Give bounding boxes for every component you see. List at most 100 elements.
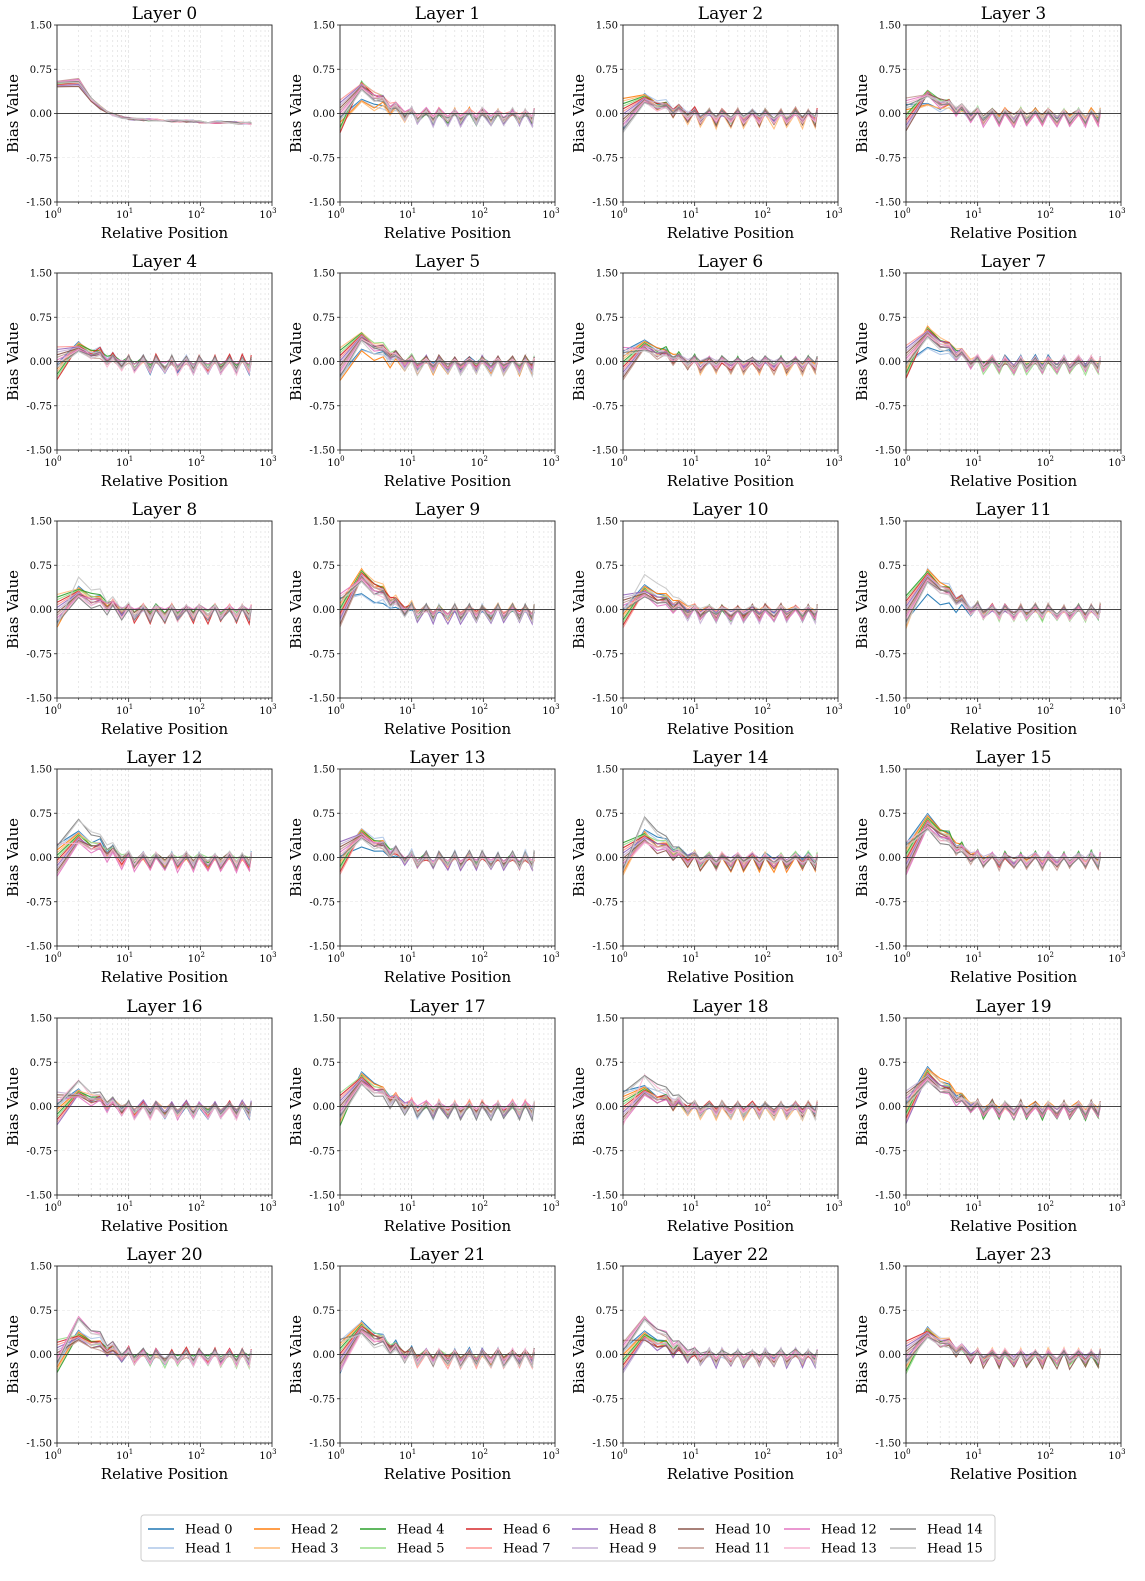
series-line-head-11 — [339, 835, 535, 869]
x-tick-label: 103 — [542, 207, 559, 221]
y-tick-label: 1.50 — [596, 1014, 618, 1025]
panel-title: Layer 15 — [975, 748, 1051, 768]
series-line-head-15 — [339, 1333, 535, 1369]
y-tick-label: 0.75 — [30, 1058, 52, 1069]
x-tick-label: 103 — [825, 951, 842, 965]
y-tick-label: -1.50 — [875, 1191, 901, 1202]
y-tick-label: 1.50 — [30, 21, 52, 32]
series-line-head-15 — [339, 340, 535, 380]
series-line-head-14 — [622, 815, 818, 870]
x-tick-label: 102 — [1037, 455, 1054, 469]
y-axis-label: Bias Value — [570, 74, 588, 153]
y-tick-label: 0.00 — [313, 357, 335, 368]
y-axis-label: Bias Value — [570, 818, 588, 897]
y-tick-label: 1.50 — [879, 1262, 901, 1273]
panel-title: Layer 9 — [415, 500, 480, 520]
legend-label-head-3: Head 3 — [291, 1542, 339, 1557]
y-tick-label: 0.75 — [879, 1306, 901, 1317]
legend-label-head-2: Head 2 — [291, 1523, 339, 1538]
y-tick-label: -1.50 — [309, 942, 335, 953]
x-tick-label: 101 — [965, 207, 982, 221]
y-tick-label: 0.00 — [313, 1102, 335, 1113]
legend-label-head-7: Head 7 — [503, 1542, 551, 1557]
y-tick-label: 1.50 — [313, 517, 335, 528]
y-tick-label: 1.50 — [879, 21, 901, 32]
legend-label-head-9: Head 9 — [609, 1542, 657, 1557]
x-axis-label: Relative Position — [667, 1465, 795, 1483]
x-tick-label: 101 — [116, 1200, 133, 1214]
x-tick-label: 101 — [399, 455, 416, 469]
y-tick-label: 1.50 — [313, 765, 335, 776]
y-tick-label: 0.00 — [313, 109, 335, 120]
panel-title: Layer 17 — [409, 997, 485, 1017]
x-tick-label: 102 — [188, 951, 205, 965]
x-tick-label: 101 — [399, 703, 416, 717]
legend-label-head-13: Head 13 — [821, 1542, 877, 1557]
x-tick-label: 101 — [682, 703, 699, 717]
y-axis-label: Bias Value — [287, 1067, 305, 1146]
x-tick-label: 103 — [825, 455, 842, 469]
y-tick-label: 0.75 — [596, 1306, 618, 1317]
x-axis-label: Relative Position — [950, 224, 1078, 242]
x-tick-label: 100 — [327, 455, 344, 469]
x-axis-label: Relative Position — [384, 720, 512, 738]
y-axis-label: Bias Value — [287, 818, 305, 897]
y-tick-label: -1.50 — [592, 446, 618, 457]
legend-label-head-4: Head 4 — [397, 1523, 445, 1538]
y-tick-label: 1.50 — [879, 517, 901, 528]
x-tick-label: 102 — [754, 455, 771, 469]
y-tick-label: 0.75 — [313, 65, 335, 76]
series-line-head-10 — [339, 336, 535, 370]
series-line-head-15 — [905, 336, 1101, 373]
y-axis-label: Bias Value — [853, 818, 871, 897]
x-tick-label: 101 — [965, 703, 982, 717]
y-tick-label: -0.75 — [309, 1394, 335, 1405]
x-tick-label: 103 — [259, 1200, 276, 1214]
y-axis-label: Bias Value — [4, 1315, 22, 1394]
series-line-head-13 — [905, 94, 1101, 124]
y-axis-label: Bias Value — [287, 1315, 305, 1394]
x-axis-label: Relative Position — [101, 968, 229, 986]
panel-title: Layer 12 — [126, 748, 202, 768]
y-tick-label: 0.75 — [879, 809, 901, 820]
series-line-head-15 — [56, 1080, 252, 1118]
x-tick-label: 102 — [754, 207, 771, 221]
y-tick-label: -0.75 — [875, 1394, 901, 1405]
legend-label-head-15: Head 15 — [927, 1542, 983, 1557]
series-line-head-14 — [622, 1318, 818, 1358]
series-line-head-14 — [56, 596, 252, 624]
x-tick-label: 100 — [610, 207, 627, 221]
panel-title: Layer 23 — [975, 1245, 1051, 1265]
x-tick-label: 103 — [1108, 703, 1125, 717]
panel-title: Layer 19 — [975, 997, 1051, 1017]
y-axis-label: Bias Value — [4, 818, 22, 897]
y-tick-label: 1.50 — [30, 765, 52, 776]
y-axis-label: Bias Value — [4, 322, 22, 401]
y-tick-label: 1.50 — [30, 1014, 52, 1025]
y-tick-label: 0.75 — [313, 1306, 335, 1317]
y-tick-label: -1.50 — [26, 446, 52, 457]
y-tick-label: 0.00 — [596, 605, 618, 616]
x-axis-label: Relative Position — [384, 1217, 512, 1235]
y-tick-label: -1.50 — [875, 198, 901, 209]
y-tick-label: -0.75 — [592, 153, 618, 164]
series-line-head-13 — [56, 1079, 252, 1122]
x-tick-label: 100 — [610, 1448, 627, 1462]
x-tick-label: 103 — [825, 703, 842, 717]
series-line-head-2 — [56, 81, 252, 126]
x-tick-label: 100 — [327, 1200, 344, 1214]
series-line-head-15 — [622, 1319, 818, 1368]
series-line-head-14 — [905, 95, 1101, 125]
y-tick-label: 1.50 — [879, 765, 901, 776]
